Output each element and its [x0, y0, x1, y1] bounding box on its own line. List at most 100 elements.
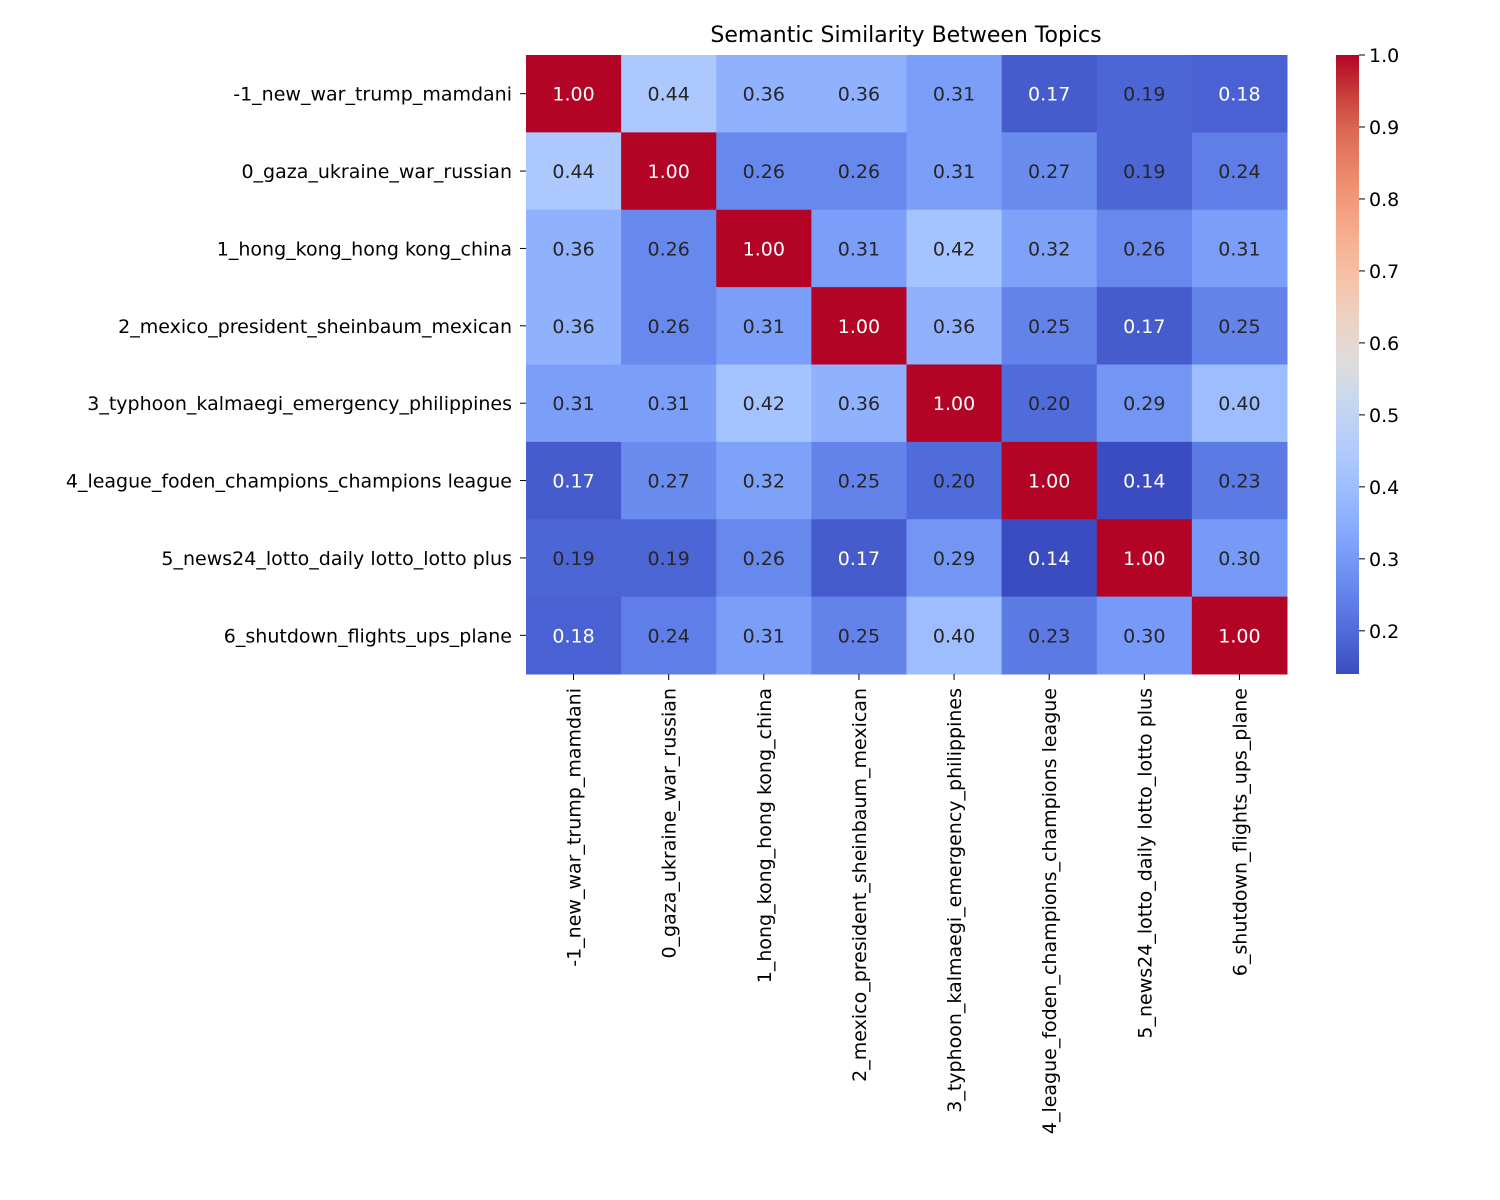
cell-value-label: 0.44: [648, 84, 690, 106]
heatmap-cell: [1191, 441, 1288, 520]
cell-value-label: 0.25: [1218, 316, 1260, 338]
heatmap-cell: [621, 519, 717, 598]
cell-value-label: 0.20: [1028, 393, 1070, 415]
heatmap-cell: [1001, 596, 1098, 675]
cell-value-label: 0.23: [1218, 471, 1260, 493]
heatmap-cell: [811, 519, 907, 598]
heatmap-cell: [526, 287, 622, 365]
heatmap-cell: [1096, 519, 1193, 598]
cell-value-label: 0.29: [933, 548, 975, 570]
cell-value-label: 0.29: [1123, 393, 1165, 415]
x-tick-label: 4_league_foden_champions_champions leagu…: [1039, 688, 1061, 1134]
y-tick-label: 4_league_foden_champions_champions leagu…: [66, 471, 512, 493]
heatmap-cell: [716, 441, 812, 520]
cell-value-label: 0.18: [1218, 84, 1260, 106]
cell-value-label: 0.31: [933, 161, 975, 183]
colorbar-tick-label: 0.9: [1369, 117, 1399, 139]
cell-value-label: 0.18: [552, 625, 594, 647]
cell-value-label: 0.36: [838, 84, 880, 106]
cell-value-label: 0.42: [933, 238, 975, 260]
heatmap-cell: [621, 287, 717, 365]
heatmap-cell: [621, 596, 717, 675]
heatmap-cell: [621, 441, 717, 520]
x-tick-label: -1_new_war_trump_mamdani: [564, 688, 586, 967]
heatmap-cell: [811, 55, 907, 133]
cell-value-label: 1.00: [743, 238, 785, 260]
heatmap-cell: [621, 364, 717, 443]
y-tick-label: 1_hong_kong_hong kong_china: [217, 238, 512, 260]
heatmap-cell: [906, 209, 1003, 288]
heatmap-cell: [526, 519, 622, 598]
cell-value-label: 0.26: [743, 161, 785, 183]
heatmap-cell: [621, 209, 717, 288]
cell-value-label: 0.24: [1218, 161, 1260, 183]
heatmap-cell: [811, 364, 907, 443]
cell-value-label: 0.36: [743, 84, 785, 106]
heatmap-cell: [1096, 132, 1193, 211]
cell-value-label: 1.00: [552, 84, 594, 106]
cell-value-label: 0.19: [1123, 84, 1165, 106]
y-tick-label: 5_news24_lotto_daily lotto_lotto plus: [161, 548, 512, 570]
heatmap-cell: [906, 132, 1003, 211]
heatmap-cell: [621, 55, 717, 133]
heatmap-cell: [1096, 209, 1193, 288]
cell-value-label: 0.14: [1123, 471, 1165, 493]
cell-value-label: 0.30: [1123, 625, 1165, 647]
heatmap-cell: [1191, 55, 1288, 133]
heatmap-cell: [526, 596, 622, 675]
heatmap-cell: [526, 441, 622, 520]
heatmap-cell: [1191, 209, 1288, 288]
colorbar-tick-label: 0.6: [1369, 333, 1399, 355]
heatmap-cell: [1191, 364, 1288, 443]
cell-value-label: 0.31: [552, 393, 594, 415]
cell-value-label: 0.25: [838, 471, 880, 493]
heatmap-cell: [906, 596, 1003, 675]
x-tick-labels: -1_new_war_trump_mamdani 0_gaza_ukraine_w…: [564, 674, 1251, 1134]
heatmap-cell: [1096, 287, 1193, 365]
y-tick-label: 2_mexico_president_sheinbaum_mexican: [118, 316, 512, 338]
cell-value-label: 0.19: [648, 548, 690, 570]
colorbar-tick-label: 1.0: [1369, 45, 1399, 67]
cell-value-label: 0.26: [743, 548, 785, 570]
heatmap-cell: [716, 364, 812, 443]
heatmap-cell: [716, 596, 812, 675]
cell-value-label: 0.31: [1218, 238, 1260, 260]
x-tick-label: 3_typhoon_kalmaegi_emergency_philippines: [944, 688, 966, 1113]
cell-value-label: 0.32: [743, 471, 785, 493]
heatmap-cell: [906, 287, 1003, 365]
colorbar-ticks: 0.2 0.3 0.4 0.5 0.6 0.7 0.8 0.9 1.0: [1359, 45, 1399, 643]
cell-value-label: 0.36: [552, 316, 594, 338]
y-tick-label: 6_shutdown_flights_ups_plane: [224, 625, 512, 647]
x-tick-label: 5_news24_lotto_daily lotto_lotto plus: [1134, 688, 1156, 1039]
colorbar-tick-label: 0.2: [1369, 621, 1399, 643]
heatmap-cell: [526, 55, 622, 133]
heatmap-cell: [1191, 132, 1288, 211]
heatmap-cell: [716, 287, 812, 365]
cell-value-label: 0.44: [552, 161, 594, 183]
cell-value-label: 0.25: [1028, 316, 1070, 338]
heatmap-cell: [716, 209, 812, 288]
cell-value-label: 0.36: [933, 316, 975, 338]
y-tick-label: 0_gaza_ukraine_war_russian: [241, 161, 512, 183]
heatmap-cell: [811, 596, 907, 675]
heatmap-cell: [1096, 364, 1193, 443]
cell-value-label: 0.19: [1123, 161, 1165, 183]
heatmap-cells: 1.00 0.44 0.36 0.36 0.31 0.17 0.19 0.18 0.44 1.00…: [526, 55, 1288, 675]
cell-value-label: 0.14: [1028, 548, 1070, 570]
cell-value-label: 0.31: [933, 84, 975, 106]
cell-value-label: 0.36: [552, 238, 594, 260]
cell-value-label: 1.00: [1123, 548, 1165, 570]
heatmap-cell: [1001, 287, 1098, 365]
cell-value-label: 0.26: [838, 161, 880, 183]
cell-value-label: 0.23: [1028, 625, 1070, 647]
cell-value-label: 0.31: [648, 393, 690, 415]
heatmap-cell: [811, 287, 907, 365]
cell-value-label: 0.30: [1218, 548, 1260, 570]
chart-title: Semantic Similarity Between Topics: [710, 23, 1101, 48]
cell-value-label: 0.40: [933, 625, 975, 647]
y-tick-labels: -1_new_war_trump_mamdani 0_gaza_ukraine_w…: [66, 84, 526, 647]
cell-value-label: 0.19: [552, 548, 594, 570]
cell-value-label: 0.31: [838, 238, 880, 260]
heatmap-cell: [716, 55, 812, 133]
